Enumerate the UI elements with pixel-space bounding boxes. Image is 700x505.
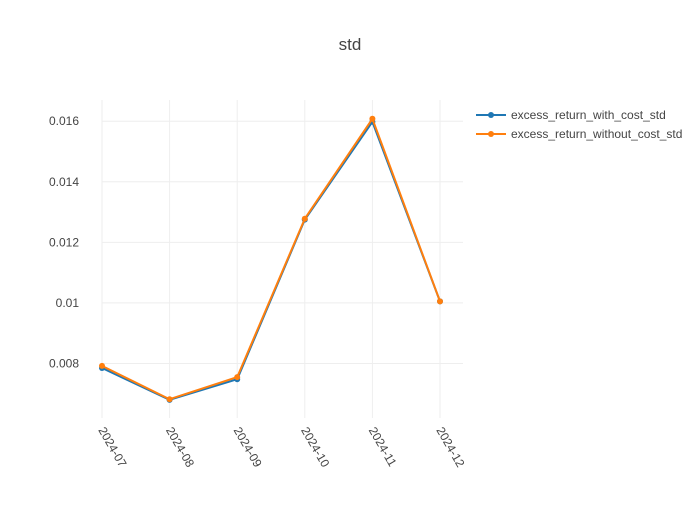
legend-label: excess_return_without_cost_std <box>511 127 682 141</box>
legend-item-excess_return_without_cost_std[interactable]: excess_return_without_cost_std <box>476 127 682 141</box>
y-tick-label: 0.01 <box>56 296 80 310</box>
data-point[interactable] <box>369 115 376 122</box>
legend-label: excess_return_with_cost_std <box>511 108 666 122</box>
data-point[interactable] <box>437 298 443 305</box>
series-line-excess_return_without_cost_std <box>101 117 441 401</box>
data-point[interactable] <box>234 374 241 381</box>
legend-item-excess_return_with_cost_std[interactable]: excess_return_with_cost_std <box>476 108 666 122</box>
legend-swatch-marker <box>488 131 494 137</box>
series-lines <box>99 115 443 403</box>
grid-lines <box>101 100 463 418</box>
chart-title: std <box>339 35 362 54</box>
y-tick-label: 0.012 <box>49 235 79 249</box>
legend-swatch-marker <box>488 112 494 118</box>
data-point[interactable] <box>166 396 173 403</box>
y-tick-label: 0.014 <box>49 175 79 189</box>
data-point[interactable] <box>99 362 105 369</box>
y-tick-label: 0.016 <box>49 114 79 128</box>
legend[interactable]: excess_return_with_cost_std excess_return… <box>476 108 682 141</box>
y-tick-label: 0.008 <box>49 356 79 370</box>
data-point[interactable] <box>301 215 308 222</box>
